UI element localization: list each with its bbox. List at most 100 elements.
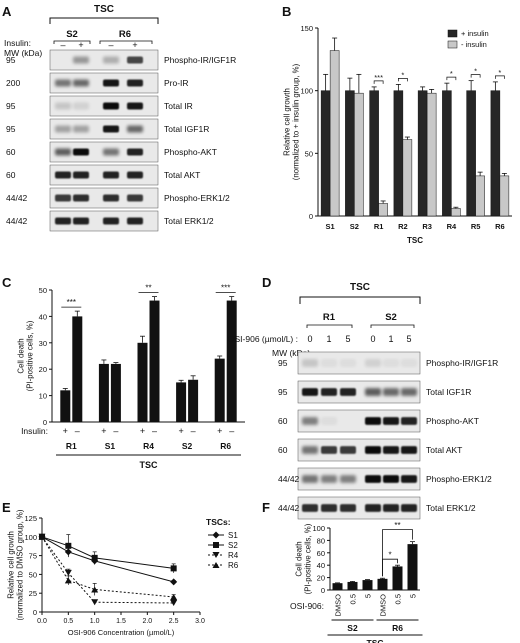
panel-b-legend-label: + insulin (461, 29, 489, 38)
panel-d-blot-mw: 95 (278, 387, 288, 397)
panel-e-x-tick-label: 3.0 (195, 618, 205, 625)
panel-e-y-label: (normalized to DMSO group, %) (16, 509, 25, 620)
panel-f-x-tick-label: DMSO (379, 594, 388, 617)
panel-letter-e: E (2, 500, 11, 515)
panel-a-blot-mw: 60 (6, 147, 16, 157)
panel-d-blot-band (365, 446, 381, 454)
panel-a-blot-mw: 95 (6, 101, 16, 111)
panel-a-blot-row: 200 Pro-IR (6, 72, 189, 94)
panel-c-bar (149, 300, 160, 422)
panel-c-y-label: (PI-positive cells, %) (26, 320, 35, 391)
panel-d-blot-band (321, 388, 337, 396)
panel-d-dose: 5 (406, 334, 411, 344)
panel-d-lane-bracket-s2 (370, 324, 415, 328)
panel-d-blot-band (321, 359, 337, 367)
panel-d-blot-band (401, 475, 417, 483)
panel-f-group-label: R6 (392, 623, 403, 633)
panel-a-blot-band (103, 102, 119, 110)
panel-c-y-tick-label: 0 (43, 418, 47, 427)
panel-e-series-line (41, 536, 174, 604)
panel-e-legend-title: TSCs: (206, 517, 231, 527)
panel-d-blot-label: Total ERK1/2 (426, 503, 476, 513)
panel-a-blot-label: Phospho-AKT (164, 147, 217, 157)
panel-d-blot-band (340, 359, 356, 367)
panel-a-blot-row: 95 Total IR (6, 95, 193, 117)
panel-e-legend-label: S1 (228, 531, 238, 540)
panel-f-x-tick-label: DMSO (334, 594, 343, 617)
panel-b-significance-bracket (373, 80, 384, 84)
panel-a-blot-row: 95 Phospho-IR/IGF1R (6, 49, 236, 71)
panel-e-x-tick-label: 1.0 (90, 618, 100, 625)
panel-b-significance-bracket (398, 78, 408, 82)
panel-a-mw-label: MW (kDa) (4, 48, 42, 58)
panel-c-condition-label: – (152, 426, 157, 436)
panel-a-blot-band (103, 148, 119, 156)
panel-d-group-label: TSC (350, 282, 370, 293)
panel-e-legend-label: R4 (228, 551, 239, 560)
panel-a-insulin-label: Insulin: (4, 38, 31, 48)
panel-d-blot-row: 60 Phospho-AKT (278, 409, 479, 433)
panel-a-blot-band (55, 217, 71, 225)
panel-e-legend-marker (212, 562, 220, 568)
panel-b-x-tick-label: R2 (398, 222, 408, 231)
panel-a-blot-row: 60 Phospho-AKT (6, 141, 217, 163)
panel-f-y-tick-label: 0 (321, 586, 325, 595)
panel-b-significance-label: * (401, 70, 404, 79)
panel-d-blot-rows: 95 Phospho-IR/IGF1R 95 Total IGF1R 60 Phospho… (278, 351, 498, 520)
panel-c-y-tick-label: 20 (39, 365, 47, 374)
panel-d-mw-label: MW (kDa) (272, 348, 310, 358)
panel-d-blot-label: Phospho-ERK1/2 (426, 474, 492, 484)
panel-d-dose-labels: 0 1 5 0 1 5 (307, 334, 411, 344)
panel-e-x-tick-label: 2.5 (169, 618, 179, 625)
panel-d-blot-membrane (297, 467, 421, 491)
panel-b-x-tick-label: S1 (326, 222, 335, 231)
panel-b-bar (426, 92, 437, 217)
panel-e-x-tick-label: 2.0 (142, 618, 152, 625)
panel-e-y-tick-label: 125 (24, 514, 37, 523)
panel-c-bar (176, 382, 187, 422)
panel-e-series (38, 533, 178, 606)
panel-b-significance-bracket (495, 75, 505, 79)
panel-b-bar (475, 175, 485, 217)
panel-letter-c: C (2, 275, 12, 290)
panel-e-y-label: Relative cell growth (7, 531, 16, 599)
panel-b-y-tick-label: 0 (309, 212, 313, 221)
panel-a-blot-band (127, 79, 143, 87)
panel-a-blot-band (73, 125, 89, 133)
panel-c-x-tick-label: R1 (66, 441, 77, 451)
panel-f-bar (362, 580, 373, 590)
panel-d-osi-label: OSI-906 (µmol/L) : (228, 334, 298, 344)
panel-d-blot-band (340, 446, 356, 454)
panel-b-x-tick-label: R6 (495, 222, 505, 231)
panel-b-y-tick-label: 150 (300, 24, 313, 33)
panel-a-blot-row: 60 Total AKT (6, 164, 200, 186)
panel-d-western-blot: TSC R1 S2 OSI-906 (µmol/L) : MW (kDa) 0 1… (228, 282, 498, 520)
panel-d-blot-membrane (297, 438, 421, 462)
panel-d-blot-band (383, 388, 399, 396)
panel-d-blot-band (401, 388, 417, 396)
panel-d-blot-label: Phospho-IR/IGF1R (426, 358, 498, 368)
panel-c-condition-label: + (140, 426, 145, 436)
panel-a-blot-band (73, 217, 89, 225)
panel-e-y-tick-label: 25 (29, 589, 37, 598)
panel-a-blot-mw: 200 (6, 78, 20, 88)
panel-c-bar (60, 390, 71, 422)
panel-b-bar (466, 90, 476, 217)
panel-d-dose: 1 (326, 334, 331, 344)
panel-b-bar (369, 90, 379, 217)
panel-a-blot-band (127, 171, 143, 179)
panel-e-x-label: OSI-906 Concentration (µmol/L) (68, 628, 175, 637)
panel-a-blot-band (103, 79, 119, 87)
panel-a-blot-band (127, 56, 143, 64)
panel-d-blot-row: 60 Total AKT (278, 438, 462, 462)
panel-d-blot-band (321, 417, 337, 425)
panel-d-blot-band (401, 446, 417, 454)
panel-e-legend-marker (213, 542, 219, 548)
panel-a-insulin-sign: + (78, 40, 83, 50)
panel-d-blot-label: Phospho-AKT (426, 416, 479, 426)
panel-c-bar (188, 379, 199, 422)
panel-b-significance-label: * (474, 67, 477, 76)
panel-e-point (64, 569, 72, 576)
panel-b-bar (393, 90, 404, 217)
panel-a-blot-label: Total AKT (164, 170, 200, 180)
